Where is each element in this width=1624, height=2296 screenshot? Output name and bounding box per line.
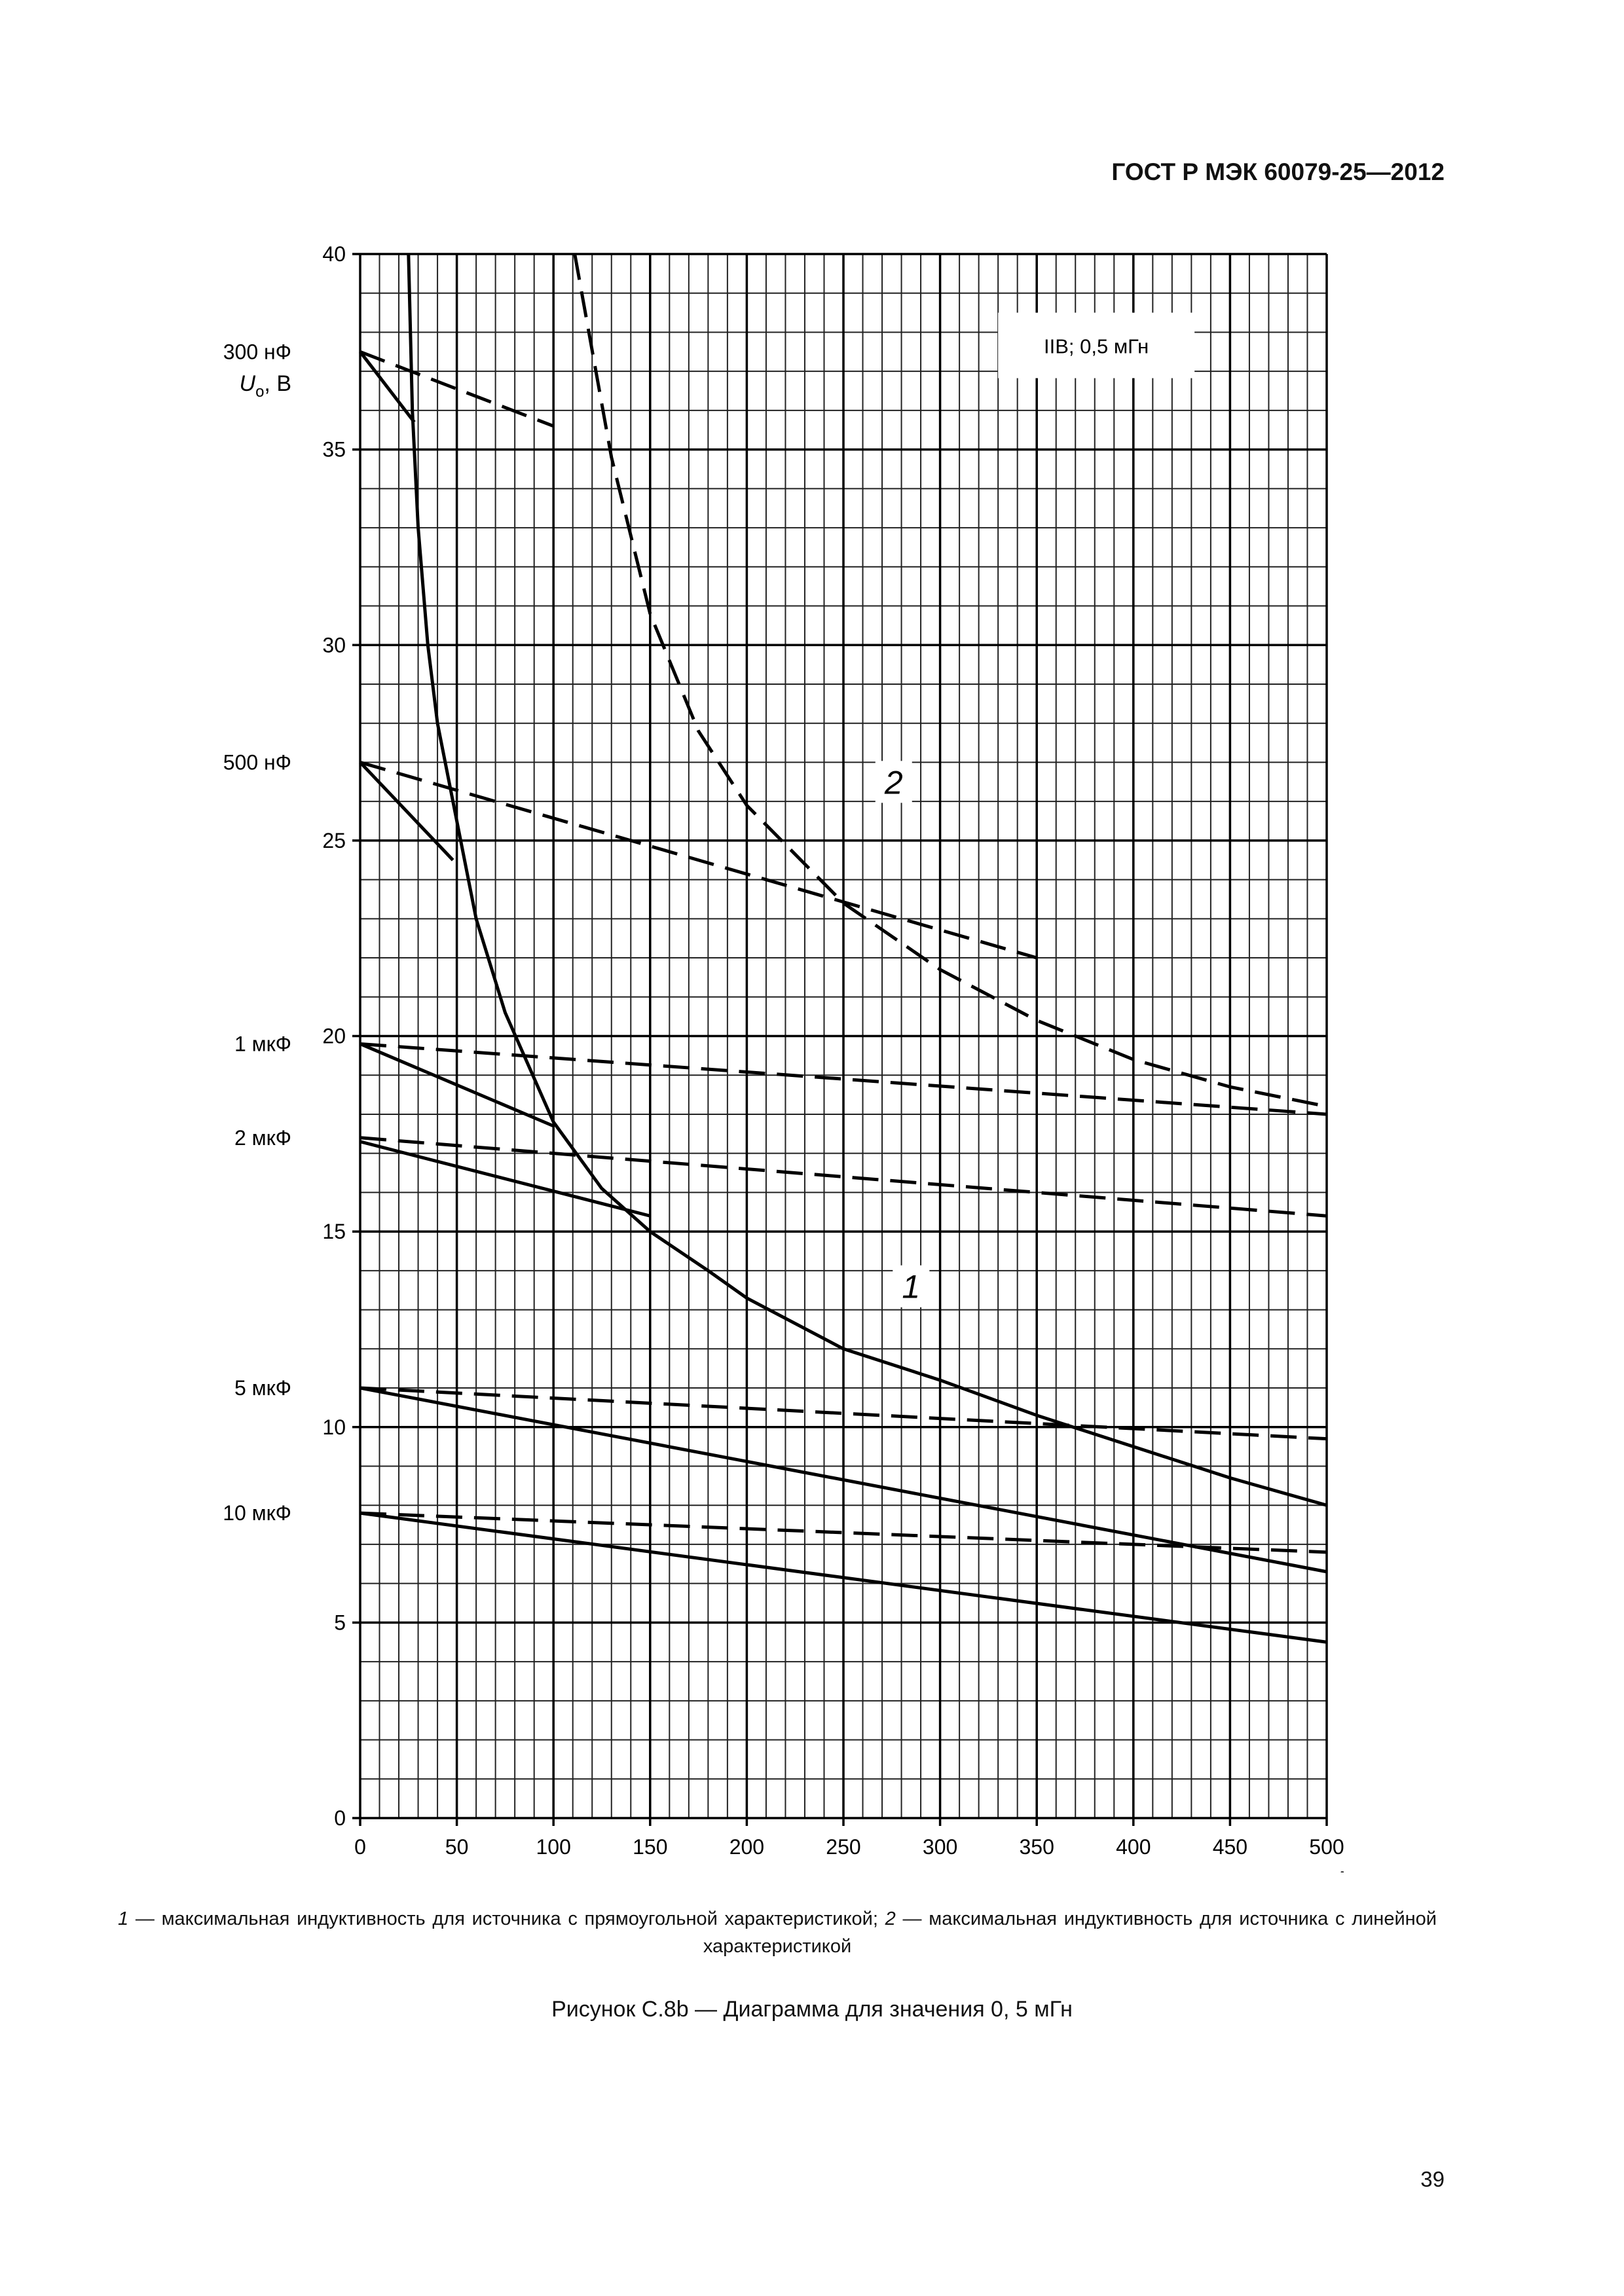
- curve-label: 1: [902, 1269, 920, 1305]
- x-tick-label: 250: [826, 1835, 860, 1859]
- series-5uF-solid: [360, 1386, 1327, 1574]
- series-5uF-dashed: [360, 1386, 1327, 1441]
- capacitance-label: 500 нФ: [223, 750, 291, 774]
- y-axis-label: Uo, В: [240, 371, 292, 401]
- curve-label-bg: [875, 761, 912, 803]
- series-500nF-dashed: [360, 761, 1037, 960]
- y-tick-label: 15: [322, 1220, 346, 1243]
- series-500nF-solid: [359, 761, 454, 862]
- series-10uF-solid: [360, 1511, 1327, 1644]
- y-tick-label: 10: [322, 1415, 346, 1439]
- y-tick-label: 30: [322, 633, 346, 657]
- annotation-box-bg: [998, 312, 1195, 378]
- x-tick-label: 450: [1213, 1835, 1247, 1859]
- y-tick-label: 40: [322, 242, 346, 266]
- x-tick-label: 0: [354, 1835, 366, 1859]
- series-2uF-dashed: [360, 1136, 1327, 1218]
- capacitance-label: 10 мкФ: [223, 1501, 291, 1525]
- x-tick-label: 100: [536, 1835, 571, 1859]
- x-tick-label: 50: [445, 1835, 469, 1859]
- inductance-chart: 0 50 100 150 200 250 300 350 400 450 5000510152025…: [223, 242, 1350, 1872]
- grid-major: [352, 253, 1328, 1826]
- series-curve-2: [573, 253, 1327, 1108]
- curve-label: 2: [884, 764, 903, 801]
- capacitance-label: 2 мкФ: [234, 1126, 291, 1150]
- series-curve-1: [407, 253, 1327, 1507]
- y-tick-label: 25: [322, 829, 346, 852]
- x-tick-label: 500: [1309, 1835, 1344, 1859]
- legend-item-1-text: — максимальная индуктивность для источни…: [128, 1908, 885, 1929]
- series-300nF-solid: [359, 350, 416, 424]
- x-tick-label: 400: [1116, 1835, 1151, 1859]
- curve-label-bg: [893, 1265, 930, 1307]
- legend-item-2-text: — максимальная индуктивность для источни…: [703, 1908, 1437, 1957]
- x-tick-label: 150: [633, 1835, 667, 1859]
- series-300nF-dashed: [360, 350, 555, 428]
- series-1uF-solid: [360, 1042, 555, 1128]
- capacitance-label: 5 мкФ: [234, 1376, 291, 1400]
- x-axis-label: Io, мА: [1290, 1867, 1350, 1872]
- y-tick-label: 0: [334, 1806, 346, 1830]
- figure-caption: Рисунок С.8b — Диаграмма для значения 0,…: [551, 1997, 1073, 2022]
- y-tick-label: 5: [334, 1611, 346, 1634]
- capacitance-label: 1 мкФ: [234, 1032, 291, 1055]
- labels-layer: 0 50 100 150 200 250 300 350 400 450 5000510152025…: [223, 242, 1350, 1872]
- figure-legend: 1 — максимальная индуктивность для источ…: [118, 1905, 1437, 1960]
- y-tick-label: 35: [322, 438, 346, 462]
- series-10uF-dashed: [360, 1511, 1327, 1554]
- series-layer: [359, 253, 1327, 1644]
- y-tick-label: 20: [322, 1025, 346, 1048]
- series-2uF-solid: [360, 1140, 651, 1218]
- capacitance-label: 300 нФ: [223, 340, 291, 363]
- series-1uF-dashed: [360, 1042, 1327, 1116]
- page-number: 39: [1420, 2167, 1445, 2191]
- annotation-box-label: IIB; 0,5 мГн: [1044, 335, 1149, 358]
- legend-item-2-number: 2: [885, 1908, 896, 1929]
- legend-item-1-number: 1: [118, 1908, 129, 1929]
- x-tick-label: 300: [923, 1835, 957, 1859]
- x-tick-label: 200: [729, 1835, 764, 1859]
- x-tick-label: 350: [1020, 1835, 1054, 1859]
- standard-header: ГОСТ Р МЭК 60079-25—2012: [1111, 158, 1445, 185]
